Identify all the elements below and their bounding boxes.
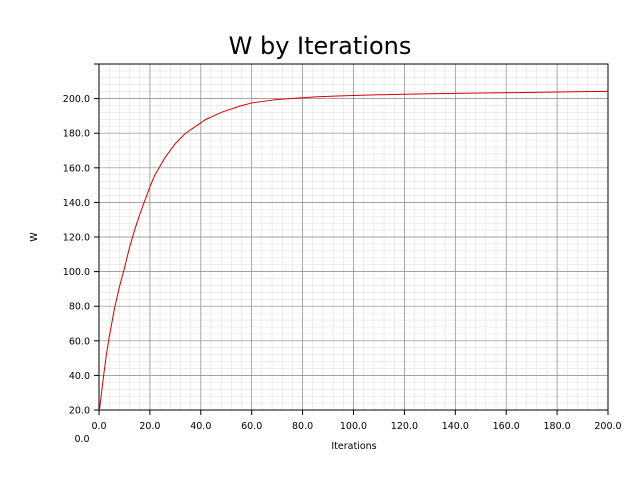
y-axis-label: W [29, 232, 40, 242]
y-tick-label: 40.0 [69, 371, 90, 382]
series-line [99, 90, 608, 410]
series-group [99, 90, 608, 410]
y-tick-label: 100.0 [63, 267, 90, 278]
origin-label: 0.0 [74, 434, 89, 445]
x-tick-label: 120.0 [391, 421, 418, 432]
x-tick-label: 40.0 [190, 421, 211, 432]
y-tick-label: 160.0 [63, 163, 90, 174]
y-axis-ticks: 20.0 40.0 60.0 80.0 100.0 120.0 140.0 160.0 180.… [63, 63, 99, 417]
major-gridlines [98, 63, 609, 411]
x-tick-label: 180.0 [543, 421, 570, 432]
x-tick-label: 0.0 [91, 421, 106, 432]
y-tick-label: 20.0 [69, 406, 90, 417]
y-tick-label: 200.0 [63, 94, 90, 105]
y-tick-label: 60.0 [69, 336, 90, 347]
x-tick-label: 140.0 [442, 421, 469, 432]
x-tick-label: 100.0 [340, 421, 367, 432]
x-axis-ticks: 0.0 20.0 40.0 60.0 80.0 100.0 120.0 140.0 160.0 1… [91, 410, 622, 432]
x-tick-label: 60.0 [241, 421, 262, 432]
x-tick-label: 80.0 [292, 421, 313, 432]
x-axis-label: Iterations [331, 441, 376, 452]
x-tick-label: 200.0 [594, 421, 621, 432]
chart-title: W by Iterations [229, 32, 412, 60]
y-tick-label: 180.0 [63, 129, 90, 140]
x-tick-label: 20.0 [139, 421, 160, 432]
y-tick-label: 120.0 [63, 233, 90, 244]
y-tick-label: 140.0 [63, 198, 90, 209]
y-tick-label: 80.0 [69, 302, 90, 313]
x-tick-label: 160.0 [493, 421, 520, 432]
